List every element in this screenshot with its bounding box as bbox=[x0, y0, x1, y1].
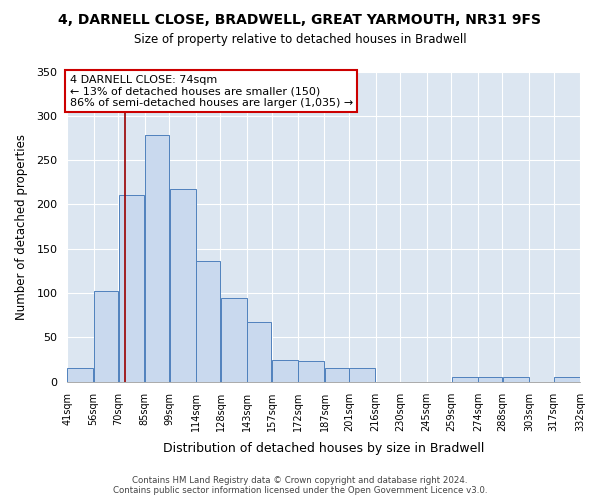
Bar bbox=[452, 378, 478, 382]
Bar bbox=[325, 368, 349, 382]
Bar bbox=[170, 188, 196, 382]
Text: 4 DARNELL CLOSE: 74sqm
← 13% of detached houses are smaller (150)
86% of semi-de: 4 DARNELL CLOSE: 74sqm ← 13% of detached… bbox=[70, 74, 353, 108]
Y-axis label: Number of detached properties: Number of detached properties bbox=[15, 134, 28, 320]
Bar bbox=[94, 292, 118, 382]
Bar bbox=[119, 194, 145, 382]
Bar bbox=[247, 322, 271, 382]
Bar bbox=[221, 298, 247, 382]
X-axis label: Distribution of detached houses by size in Bradwell: Distribution of detached houses by size … bbox=[163, 442, 484, 455]
Bar bbox=[272, 360, 298, 382]
Text: Size of property relative to detached houses in Bradwell: Size of property relative to detached ho… bbox=[134, 32, 466, 46]
Bar bbox=[478, 378, 502, 382]
Bar bbox=[67, 368, 94, 382]
Text: Contains HM Land Registry data © Crown copyright and database right 2024.
Contai: Contains HM Land Registry data © Crown c… bbox=[113, 476, 487, 495]
Bar bbox=[298, 362, 324, 382]
Bar bbox=[503, 378, 529, 382]
Bar bbox=[196, 261, 220, 382]
Bar bbox=[145, 136, 169, 382]
Bar bbox=[349, 368, 376, 382]
Text: 4, DARNELL CLOSE, BRADWELL, GREAT YARMOUTH, NR31 9FS: 4, DARNELL CLOSE, BRADWELL, GREAT YARMOU… bbox=[59, 12, 542, 26]
Bar bbox=[554, 378, 580, 382]
